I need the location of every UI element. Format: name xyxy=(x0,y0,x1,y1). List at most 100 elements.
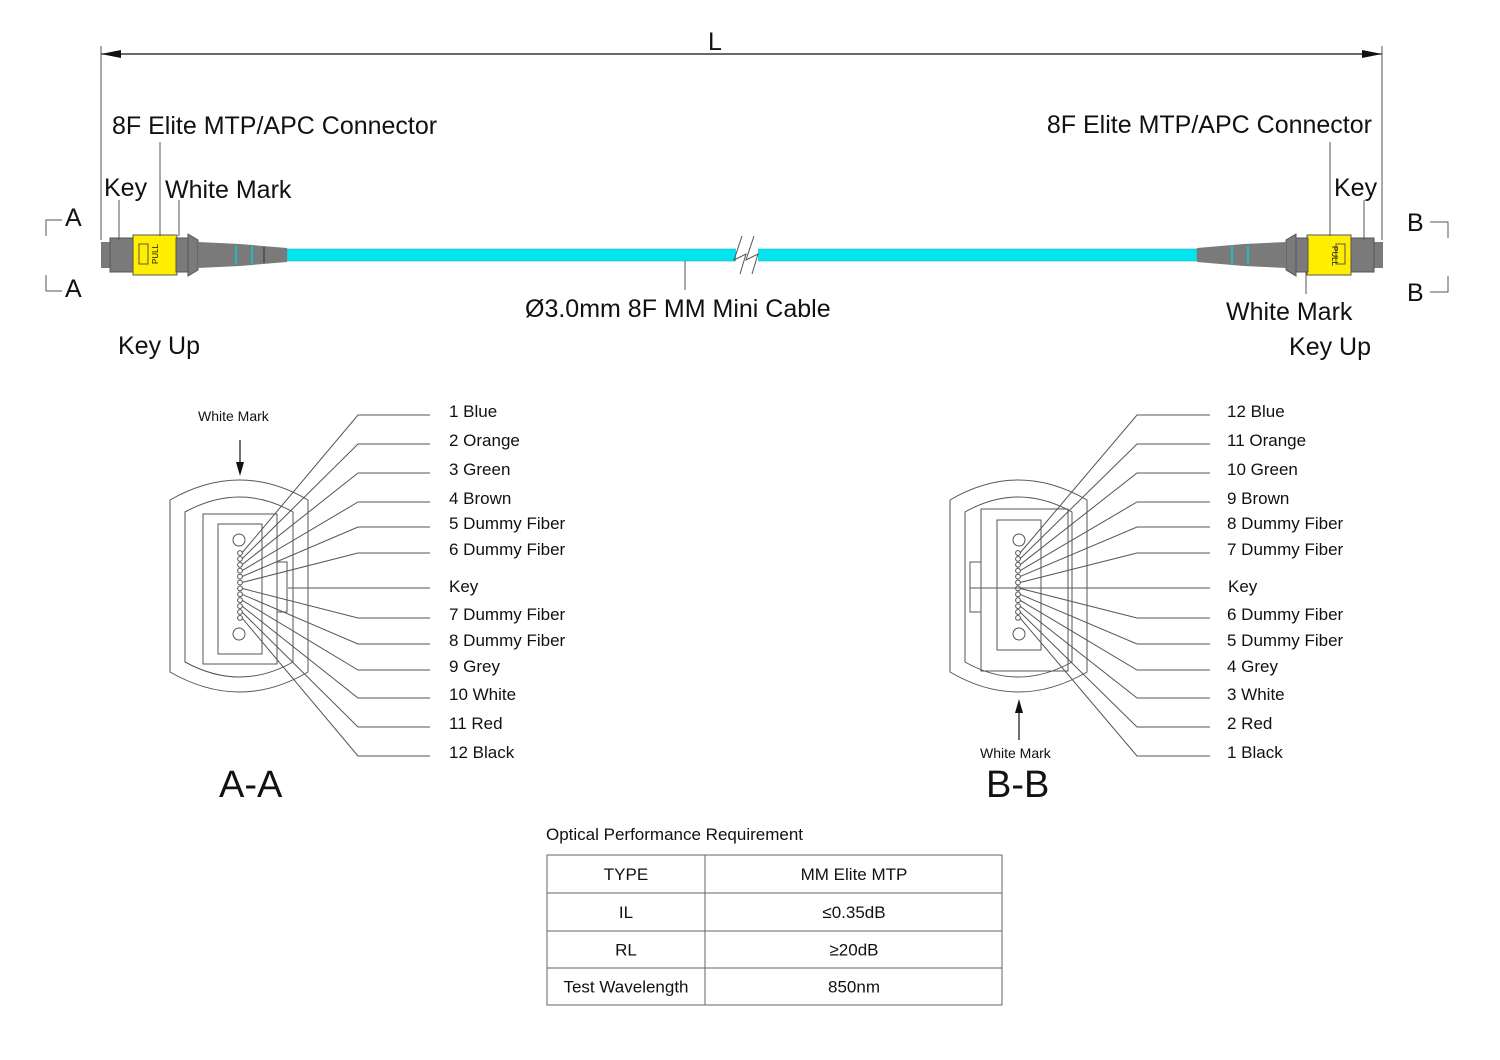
right-white-mark-label: White Mark xyxy=(1226,298,1353,326)
fiber-end xyxy=(1015,556,1021,562)
table-cell-value: 850nm xyxy=(828,978,880,997)
table-cell-param: TYPE xyxy=(604,865,648,884)
fiber-end xyxy=(1015,573,1021,580)
fiber-label: 4 Brown xyxy=(449,489,511,508)
fiber-end xyxy=(1015,597,1021,604)
fiber-leader-line xyxy=(1019,443,1210,560)
fiber-leader-line xyxy=(241,587,430,619)
fiber-end xyxy=(1015,591,1021,598)
fiber-label: 3 Green xyxy=(449,460,510,479)
bb-fiber-list: 12 Blue 11 Orange 10 Green 9 Brown 8 Dummy F… xyxy=(1015,402,1344,762)
fiber-label: 5 Dummy Fiber xyxy=(1227,631,1344,650)
fiber-leader-line xyxy=(241,552,430,583)
fiber-end xyxy=(237,603,243,609)
fiber-label: 1 Black xyxy=(1227,743,1283,762)
fiber-leader-line xyxy=(241,443,430,560)
fiber-end xyxy=(1015,579,1021,586)
right-connector xyxy=(1197,233,1383,277)
aa-fiber-list: 1 Blue 2 Orange 3 Green 4 Brown 5 Dummy Fibe… xyxy=(237,402,566,762)
fiber-leader-line xyxy=(241,501,430,572)
fiber-end xyxy=(237,567,243,574)
fiber-label: 10 Green xyxy=(1227,460,1298,479)
right-key-up-label: Key Up xyxy=(1289,333,1371,361)
fiber-label: 9 Grey xyxy=(449,657,501,676)
fiber-leader-line xyxy=(241,605,430,699)
fiber-label: 2 Orange xyxy=(449,431,520,450)
fiber-label: 6 Dummy Fiber xyxy=(449,540,566,559)
table-cell-param: RL xyxy=(615,941,637,960)
fiber-label: 5 Dummy Fiber xyxy=(449,514,566,533)
fiber-leader-line xyxy=(241,593,430,645)
length-label: L xyxy=(708,28,722,56)
left-white-mark-label: White Mark xyxy=(165,176,292,204)
table-cell-param: IL xyxy=(619,903,633,922)
fiber-label: 11 Orange xyxy=(1227,431,1306,450)
fiber-leader-line xyxy=(1019,526,1210,578)
fiber-end xyxy=(1015,615,1021,621)
fiber-label: 12 Blue xyxy=(1227,402,1285,421)
fiber-label: 8 Dummy Fiber xyxy=(1227,514,1344,533)
fiber-label: 9 Brown xyxy=(1227,489,1289,508)
fiber-end xyxy=(1015,603,1021,609)
fiber-leader-line xyxy=(241,414,430,554)
fiber-leader-line xyxy=(1019,501,1210,572)
length-dimension: L xyxy=(100,28,1383,240)
aa-white-mark-label: White Mark xyxy=(198,408,270,424)
fiber-end xyxy=(237,609,243,615)
table-border xyxy=(546,854,1003,1006)
section-mark-a-top: A xyxy=(65,204,82,232)
left-key-label: Key xyxy=(104,174,148,202)
table-title: Optical Performance Requirement xyxy=(546,825,803,844)
fiber-end xyxy=(237,615,243,621)
fiber-end xyxy=(237,597,243,604)
fiber-leader-line xyxy=(241,472,430,566)
fiber-leader-line xyxy=(1019,599,1210,671)
fiber-leader-line xyxy=(1019,414,1210,554)
section-mark-a-bottom: A xyxy=(65,275,82,303)
bb-key-label: Key xyxy=(1228,577,1258,596)
fiber-leader-line xyxy=(1019,552,1210,583)
fiber-leader-line xyxy=(1019,472,1210,566)
left-key-up-label: Key Up xyxy=(118,332,200,360)
fiber-label: 3 White xyxy=(1227,685,1285,704)
fiber-end xyxy=(1015,561,1021,568)
fiber-label: 10 White xyxy=(449,685,516,704)
fiber-end xyxy=(237,585,243,592)
pull-text: PULL xyxy=(151,243,160,264)
section-b-b: White Mark B-B Key xyxy=(949,479,1258,806)
fiber-leader-line xyxy=(241,611,430,728)
fiber-leader-line xyxy=(241,617,430,757)
fiber-leader-line xyxy=(1019,611,1210,728)
fiber-end xyxy=(237,573,243,580)
aa-section-title: A-A xyxy=(219,764,283,806)
break-symbol xyxy=(733,235,759,275)
table-cell-value: ≥20dB xyxy=(829,941,878,960)
left-connector-title: 8F Elite MTP/APC Connector xyxy=(112,112,437,140)
fiber-end xyxy=(237,561,243,568)
fiber-leader-line xyxy=(241,599,430,671)
section-mark-b-top: B xyxy=(1407,209,1424,237)
fiber-label: 7 Dummy Fiber xyxy=(449,605,566,624)
right-connector-title: 8F Elite MTP/APC Connector xyxy=(1047,111,1372,139)
fiber-label: 4 Grey xyxy=(1227,657,1279,676)
fiber-end xyxy=(237,550,243,556)
aa-key-label: Key xyxy=(449,577,479,596)
fiber-leader-line xyxy=(1019,617,1210,757)
performance-table: TYPE MM Elite MTP IL ≤0.35dB RL ≥20dB Test Wav… xyxy=(546,854,1003,1006)
cable-label: Ø3.0mm 8F MM Mini Cable xyxy=(525,295,831,323)
fiber-end xyxy=(1015,567,1021,574)
right-key-label: Key xyxy=(1334,174,1378,202)
fiber-end xyxy=(1015,550,1021,556)
section-a-a: White Mark A-A Key xyxy=(169,408,479,806)
fiber-label: 1 Blue xyxy=(449,402,497,421)
table-cell-value: MM Elite MTP xyxy=(801,865,908,884)
fiber-label: 2 Red xyxy=(1227,714,1272,733)
table-cell-param: Test Wavelength xyxy=(563,978,688,997)
fiber-end xyxy=(237,591,243,598)
fiber-label: 6 Dummy Fiber xyxy=(1227,605,1344,624)
fiber-leader-line xyxy=(1019,593,1210,645)
pull-text-right: PULL xyxy=(1330,246,1339,267)
section-mark-b-bottom: B xyxy=(1407,279,1424,307)
fiber-label: 12 Black xyxy=(449,743,515,762)
